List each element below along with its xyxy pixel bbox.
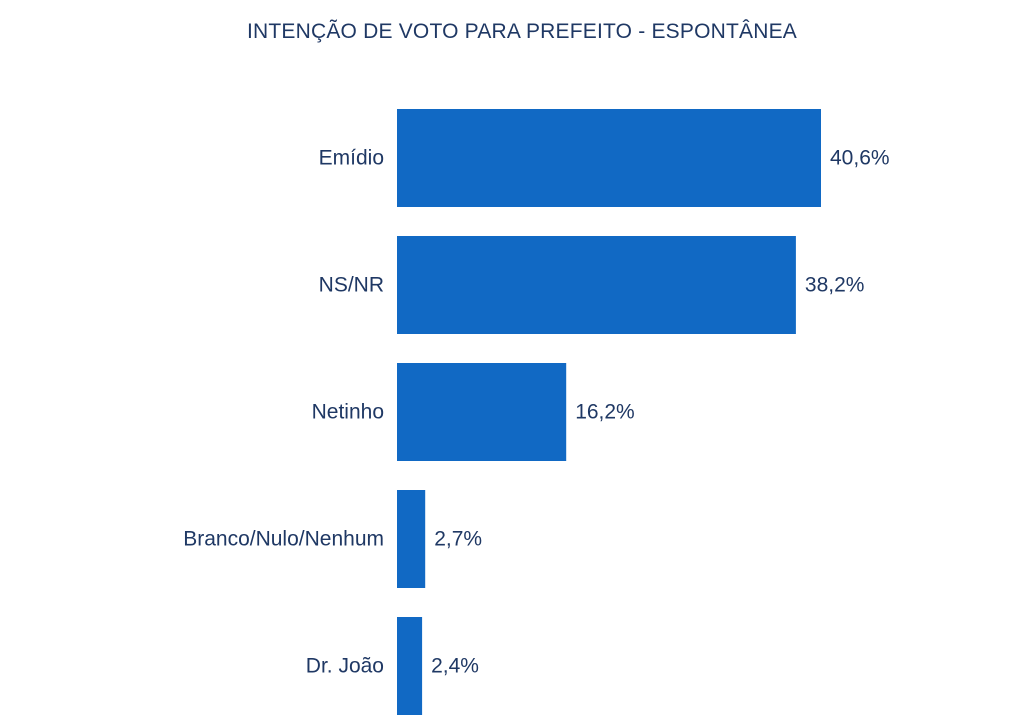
chart-title: INTENÇÃO DE VOTO PARA PREFEITO - ESPONTÂ… bbox=[246, 20, 798, 43]
value-labels-group: 40,6% 38,2% 16,2% 2,7% 2,4% bbox=[431, 147, 889, 678]
bar-4 bbox=[397, 617, 423, 715]
bar-0 bbox=[397, 109, 821, 207]
value-label: 40,6% bbox=[830, 147, 890, 170]
category-label: Netinho bbox=[312, 401, 384, 424]
value-label: 2,7% bbox=[434, 528, 482, 551]
category-labels-group: Emídio NS/NR Netinho Branco/Nulo/Nenhum Dr. … bbox=[183, 147, 384, 678]
value-label: 16,2% bbox=[575, 401, 635, 424]
category-label: Branco/Nulo/Nenhum bbox=[183, 528, 384, 551]
value-label: 38,2% bbox=[805, 274, 865, 297]
bar-3 bbox=[397, 490, 426, 588]
category-label: Emídio bbox=[319, 147, 384, 170]
bars-group bbox=[397, 109, 821, 715]
category-label: Dr. João bbox=[306, 655, 384, 678]
category-label: NS/NR bbox=[319, 274, 384, 297]
value-label: 2,4% bbox=[431, 655, 479, 678]
bar-2 bbox=[397, 363, 567, 461]
bar-1 bbox=[397, 236, 796, 334]
